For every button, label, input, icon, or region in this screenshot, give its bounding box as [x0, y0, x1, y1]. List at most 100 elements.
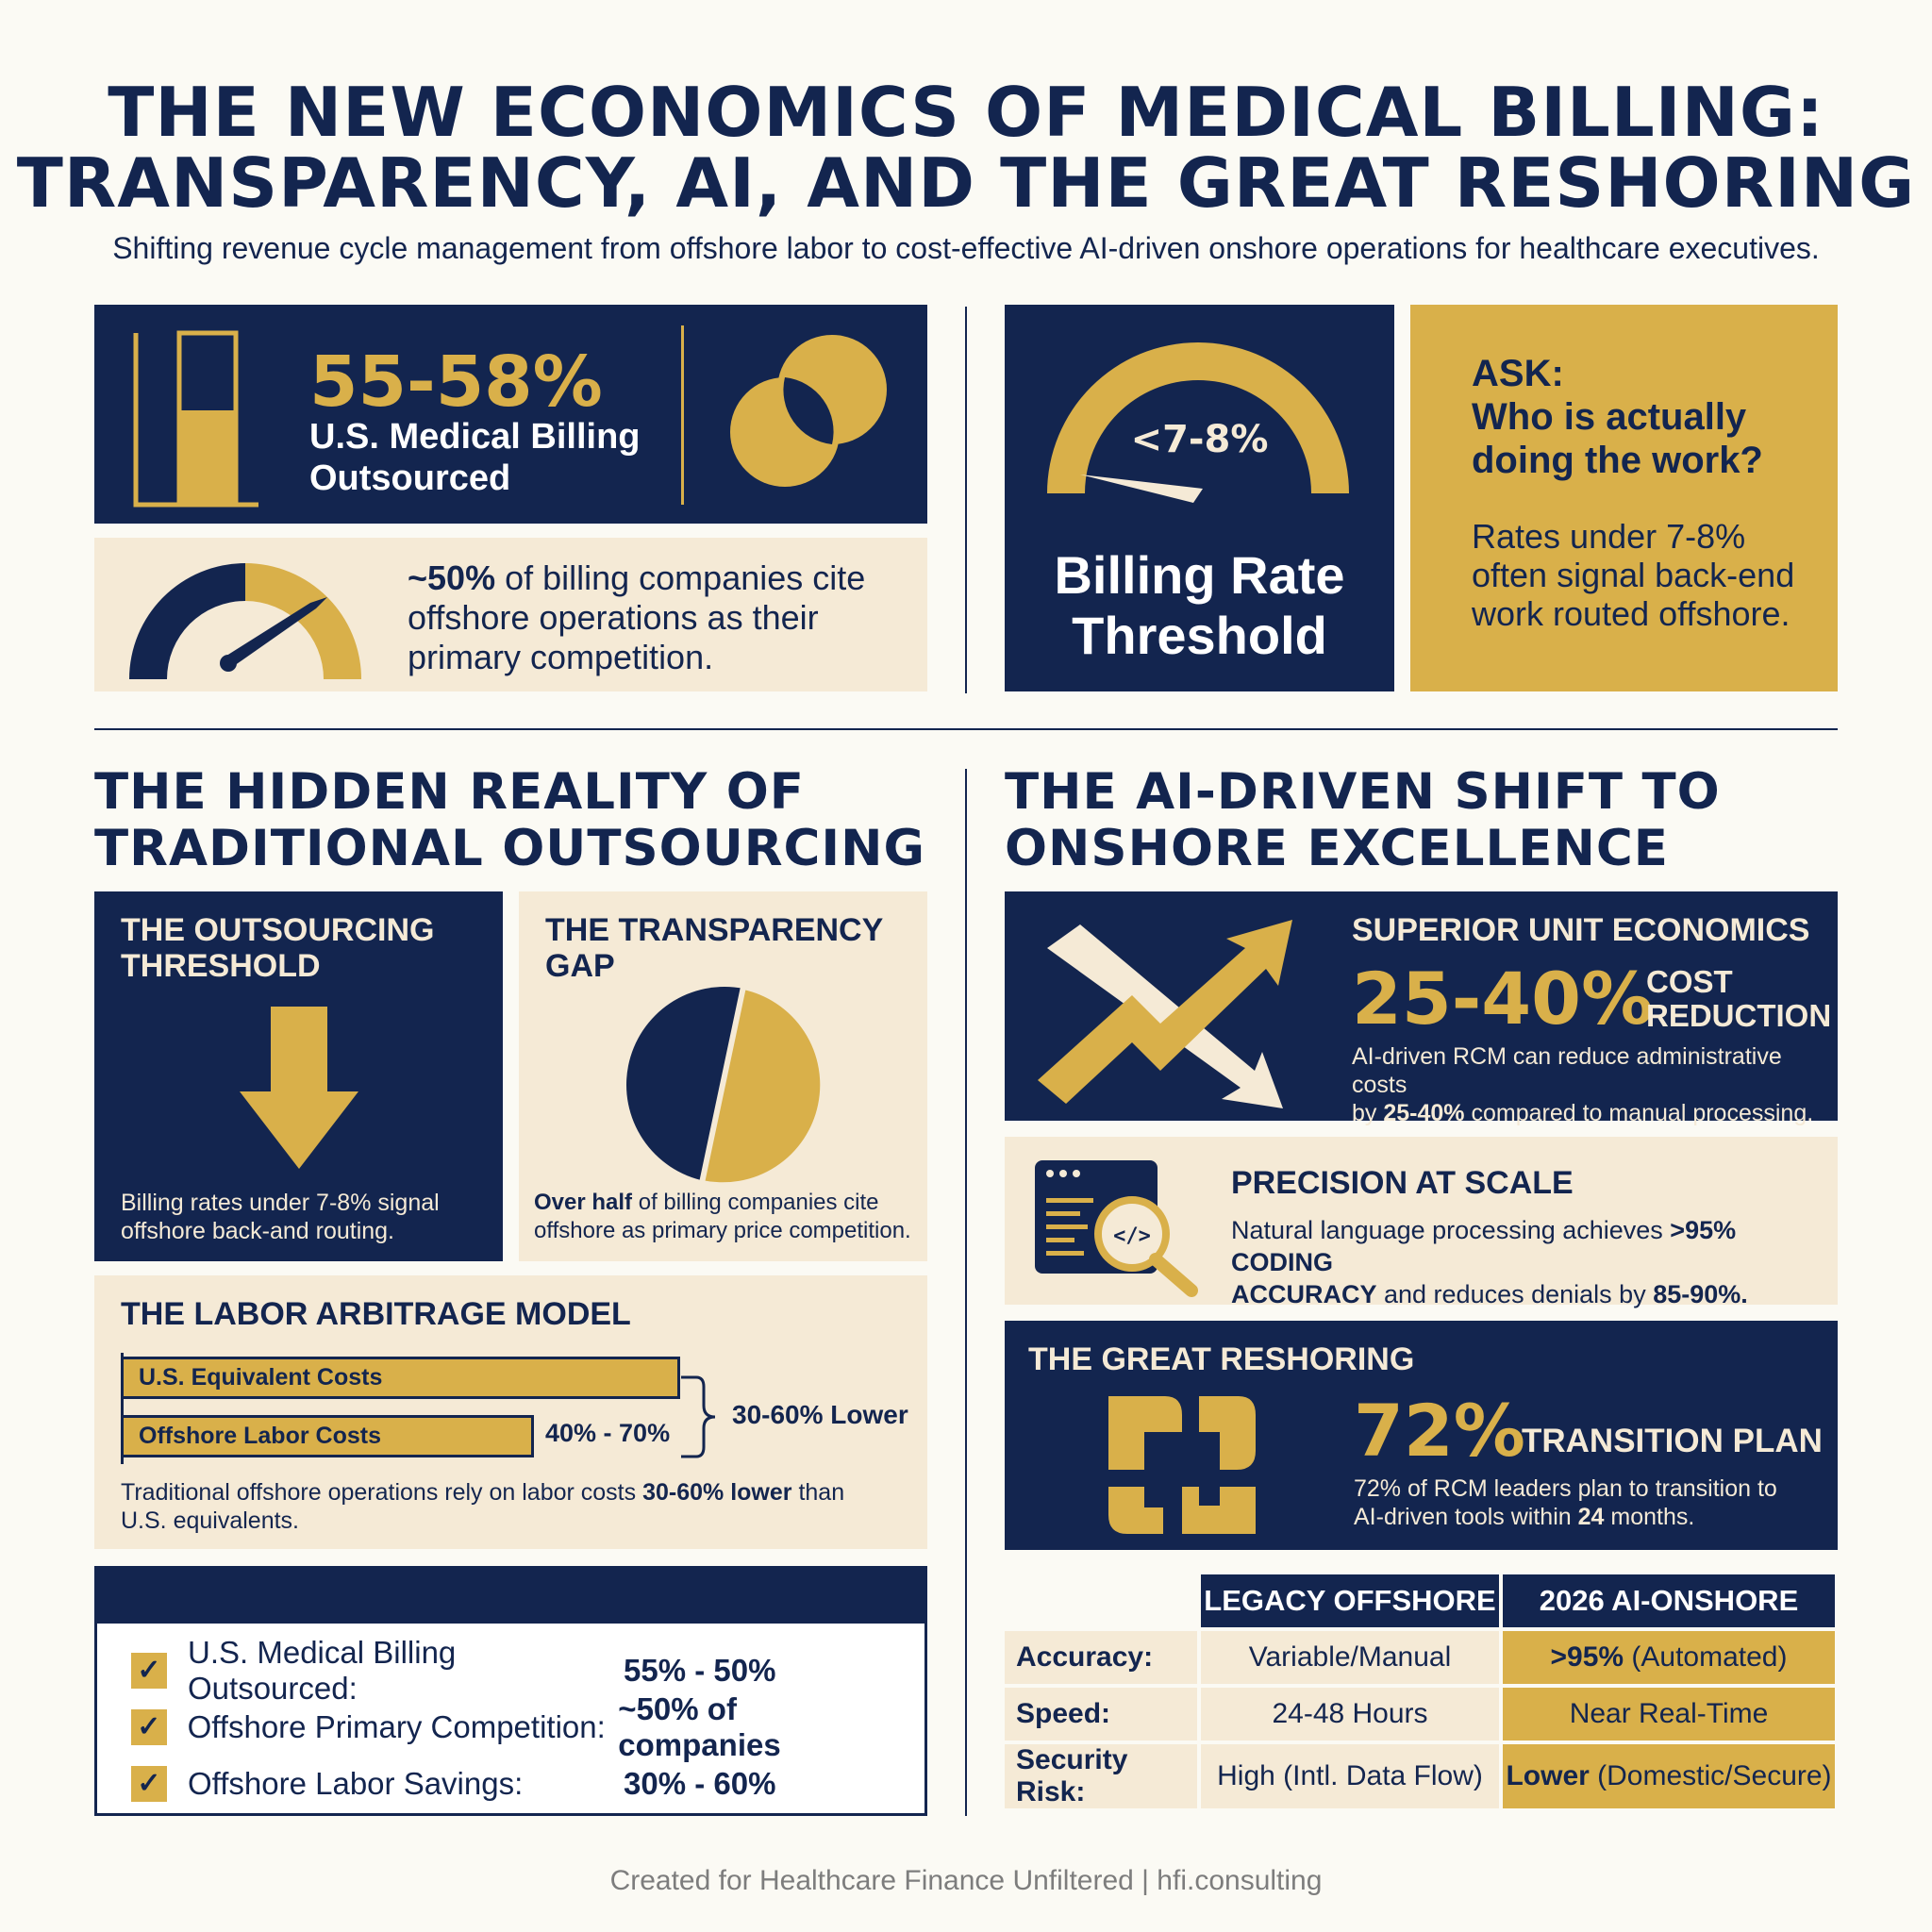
- row-label: Accuracy:: [1005, 1631, 1197, 1684]
- unit-economics-title: SUPERIOR UNIT ECONOMICS: [1352, 912, 1810, 948]
- page-subtitle: Shifting revenue cycle management from o…: [112, 231, 1820, 265]
- unit-economics-label: COST REDUCTION: [1646, 965, 1831, 1033]
- checklist-item-value: 30% - 60%: [624, 1766, 776, 1801]
- reshoring-text-2a: AI-driven tools within: [1354, 1504, 1578, 1530]
- legacy-cell: 24-48 Hours: [1201, 1688, 1499, 1740]
- transparency-gap-text-1: of billing companies cite: [632, 1190, 879, 1215]
- trend-arrows-icon: [1038, 920, 1292, 1108]
- ai-cell-bold: Lower: [1506, 1760, 1590, 1791]
- col-header-ai: 2026 AI-ONSHORE: [1503, 1574, 1835, 1627]
- top-vertical-divider: [965, 307, 967, 693]
- col-header-legacy: LEGACY OFFSHORE: [1201, 1574, 1499, 1627]
- transparency-gap-title-1: THE TRANSPARENCY: [545, 912, 884, 948]
- labor-arbitrage-text-2: than: [791, 1479, 845, 1506]
- row-label: Speed:: [1005, 1688, 1197, 1740]
- ask-question-2: doing the work?: [1472, 440, 1763, 481]
- outsourced-stat-label: U.S. Medical Billing Outsourced: [309, 416, 641, 499]
- ai-cell: >95% (Automated): [1503, 1631, 1835, 1684]
- ask-text-2: often signal back-end: [1472, 556, 1795, 594]
- threshold-label-line2: Threshold: [1072, 606, 1327, 665]
- table-row: Speed: 24-48 Hours Near Real-Time: [1005, 1688, 1835, 1740]
- outsourcing-threshold-title-1: THE OUTSOURCING: [121, 912, 435, 948]
- summary-checklist: ✓ U.S. Medical Billing Outsourced: 55% -…: [94, 1566, 927, 1816]
- checklist-item-value: ~50% of companies: [618, 1691, 781, 1762]
- reshoring-text-1: 72% of RCM leaders plan to transition to: [1354, 1475, 1777, 1502]
- us-cost-bar: U.S. Equivalent Costs: [124, 1357, 680, 1399]
- checklist-item: ✓ U.S. Medical Billing Outsourced: 55% -…: [131, 1635, 905, 1706]
- outsourced-stat-label-line1: U.S. Medical Billing: [309, 417, 641, 457]
- billing-threshold-card: <7-8% Billing Rate Threshold: [1005, 305, 1394, 691]
- unit-economics-text-2a: by: [1352, 1100, 1384, 1126]
- outsourced-stat-value: 55-58%: [309, 341, 603, 423]
- offshore-cost-range: 40% - 70%: [545, 1419, 671, 1447]
- labor-arbitrage-text-bold: 30-60% lower: [642, 1479, 792, 1506]
- svg-text:</>: </>: [1113, 1224, 1151, 1248]
- unit-economics-value: 25-40%: [1352, 957, 1654, 1041]
- reshoring-label: TRANSITION PLAN: [1522, 1423, 1823, 1459]
- unit-economics-text-1: AI-driven RCM can reduce administrative …: [1352, 1043, 1782, 1098]
- ask-text-3: work routed offshore.: [1472, 594, 1790, 633]
- unit-economics-text: AI-driven RCM can reduce administrative …: [1352, 1042, 1838, 1127]
- table-row: Accuracy: Variable/Manual >95% (Automate…: [1005, 1631, 1835, 1684]
- precision-text: Natural language processing achieves >95…: [1231, 1214, 1838, 1310]
- precision-text-bold3: 85-90%.: [1653, 1280, 1748, 1308]
- checklist-item-label: Offshore Primary Competition:: [187, 1709, 606, 1744]
- unit-economics-card: SUPERIOR UNIT ECONOMICS 25-40% COST REDU…: [1005, 891, 1838, 1126]
- right-section-title-line2: ONSHORE EXCELLENCE: [1005, 820, 1669, 877]
- competition-text-3: primary competition.: [408, 638, 714, 676]
- labor-arbitrage-text-1: Traditional offshore operations rely on …: [121, 1479, 643, 1506]
- ai-cell-bold: >95%: [1550, 1641, 1624, 1673]
- labor-arbitrage-title: THE LABOR ARBITRAGE MODEL: [121, 1296, 631, 1332]
- transparency-gap-card: THE TRANSPARENCY GAP Over half of billin…: [519, 891, 927, 1261]
- competition-card: ~50% of billing companies cite offshore …: [94, 538, 927, 691]
- gauge-icon: [129, 563, 361, 679]
- outsourced-stat-card: 55-58% U.S. Medical Billing Outsourced: [94, 305, 927, 524]
- precision-text-2: and reduces denials by: [1376, 1280, 1654, 1308]
- page-title-line1: THE NEW ECONOMICS OF MEDICAL BILLING:: [108, 73, 1824, 152]
- horizontal-divider: [94, 728, 1838, 730]
- checklist-items: ✓ U.S. Medical Billing Outsourced: 55% -…: [131, 1635, 905, 1812]
- code-search-icon: </>: [1035, 1160, 1198, 1297]
- bar-icon: [133, 330, 258, 508]
- right-section-title: THE AI-DRIVEN SHIFT TO ONSHORE EXCELLENC…: [1005, 764, 1721, 877]
- reshoring-text-2b: 24: [1577, 1504, 1605, 1530]
- threshold-label: Billing Rate Threshold: [1005, 545, 1394, 666]
- checklist-item: ✓ Offshore Labor Savings: 30% - 60%: [131, 1756, 905, 1812]
- row-label: Security Risk:: [1005, 1744, 1197, 1808]
- table-row: Security Risk: High (Intl. Data Flow) Lo…: [1005, 1744, 1835, 1808]
- outsourced-stat-label-line2: Outsourced: [309, 458, 511, 498]
- left-section-title-line2: TRADITIONAL OUTSOURCING: [94, 820, 926, 877]
- left-section-title: THE HIDDEN REALITY OF TRADITIONAL OUTSOU…: [94, 764, 925, 877]
- precision-card: </> PRECISION AT SCALE Natural language …: [1005, 1137, 1838, 1308]
- comparison-table: LEGACY OFFSHORE 2026 AI-ONSHORE Accuracy…: [1001, 1571, 1839, 1812]
- outsourcing-threshold-text-2: offshore back-and routing.: [121, 1218, 395, 1244]
- threshold-gauge-value: <7-8%: [1130, 418, 1269, 461]
- precision-text-bold1: >95% CODING: [1231, 1216, 1737, 1276]
- checklist-header-bar: [97, 1569, 924, 1624]
- competition-value: ~50%: [408, 558, 496, 597]
- precision-title: PRECISION AT SCALE: [1231, 1165, 1574, 1201]
- reshoring-title: THE GREAT RESHORING: [1028, 1341, 1415, 1377]
- outsourcing-threshold-title: THE OUTSOURCING THRESHOLD: [121, 912, 434, 984]
- overlap-circles-icon: [730, 335, 887, 487]
- checklist-item-label: U.S. Medical Billing Outsourced:: [188, 1635, 457, 1706]
- unit-economics-label-1: COST: [1646, 964, 1733, 999]
- ai-cell: Near Real-Time: [1503, 1688, 1835, 1740]
- bracket-icon: [681, 1375, 716, 1458]
- ai-cell-rest: Near Real-Time: [1569, 1698, 1769, 1729]
- outsourcing-threshold-title-2: THRESHOLD: [121, 948, 321, 984]
- outsourcing-threshold-text: Billing rates under 7-8% signal offshore…: [121, 1189, 440, 1245]
- legacy-cell: Variable/Manual: [1201, 1631, 1499, 1684]
- footer-credit: Created for Healthcare Finance Unfiltere…: [609, 1865, 1323, 1896]
- card-divider: [681, 325, 684, 505]
- checklist-item-label: Offshore Labor Savings:: [188, 1766, 524, 1801]
- checkmark-icon: ✓: [131, 1709, 167, 1745]
- ai-cell-rest: (Domestic/Secure): [1589, 1760, 1832, 1791]
- reshoring-text: 72% of RCM leaders plan to transition to…: [1354, 1474, 1777, 1531]
- transparency-gap-text-bold: Over half: [534, 1190, 633, 1215]
- competition-text-2: offshore operations as their: [408, 598, 819, 637]
- labor-arbitrage-card: THE LABOR ARBITRAGE MODEL U.S. Equivalen…: [94, 1275, 927, 1549]
- unit-economics-label-2: REDUCTION: [1646, 998, 1832, 1033]
- outsourcing-threshold-text-1: Billing rates under 7-8% signal: [121, 1190, 440, 1216]
- bracket-label: 30-60% Lower: [732, 1400, 908, 1429]
